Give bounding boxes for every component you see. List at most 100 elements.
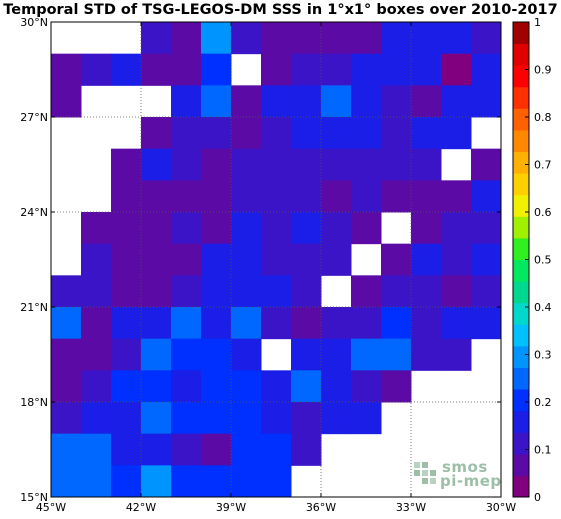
heatmap-cell: [81, 370, 112, 403]
heatmap-cell: [411, 275, 442, 308]
heatmap-cell: [381, 85, 412, 118]
y-tick-label: 15°N: [20, 491, 48, 504]
heatmap-cell: [291, 338, 322, 371]
heatmap-cell: [81, 307, 112, 340]
heatmap-cell: [51, 338, 82, 371]
smos-pi-mep-logo: smos pi-mep: [412, 458, 508, 498]
y-tick-label: 27°N: [20, 111, 48, 124]
heatmap-cell: [111, 53, 142, 86]
heatmap-cell: [231, 307, 262, 340]
heatmap-cell: [321, 243, 352, 276]
heatmap-cell: [261, 402, 292, 435]
heatmap-cell: [471, 275, 502, 308]
heatmap-cell: [231, 212, 262, 245]
heatmap-cell: [471, 22, 502, 55]
heatmap-cell: [231, 117, 262, 150]
heatmap-cell: [351, 338, 382, 371]
colorbar-tick-label: 0.2: [534, 396, 552, 409]
colorbar-segment: [513, 216, 529, 239]
colorbar-tick-label: 0.4: [534, 301, 552, 314]
heatmap-cell: [321, 148, 352, 181]
heatmap-cell: [201, 338, 232, 371]
heatmap-cell: [291, 307, 322, 340]
heatmap-cell: [471, 307, 502, 340]
colorbar-tick-label: 0.3: [534, 349, 552, 362]
heatmap-cell: [51, 53, 82, 86]
heatmap-cell: [441, 180, 472, 213]
heatmap-cell: [351, 117, 382, 150]
heatmap-cell: [471, 53, 502, 86]
heatmap-cell: [111, 243, 142, 276]
colorbar-segment: [513, 108, 529, 131]
heatmap-cell: [171, 402, 202, 435]
colorbar-segment: [513, 65, 529, 88]
heatmap-cell: [201, 148, 232, 181]
heatmap-cell: [231, 402, 262, 435]
heatmap-cell: [441, 307, 472, 340]
heatmap-cell: [171, 433, 202, 466]
heatmap-cell: [171, 465, 202, 498]
heatmap-cell: [171, 307, 202, 340]
heatmap-cell: [171, 22, 202, 55]
colorbar-segment: [513, 281, 529, 304]
heatmap-cell: [51, 433, 82, 466]
heatmap-cell: [381, 370, 412, 403]
heatmap-cell: [81, 275, 112, 308]
chart-title: Temporal STD of TSG-LEGOS-DM SSS in 1°x1…: [3, 2, 558, 18]
heatmap-cell: [81, 433, 112, 466]
heatmap-cell: [441, 117, 472, 150]
heatmap-cell: [261, 53, 292, 86]
heatmap-cell: [411, 180, 442, 213]
colorbar-segment: [513, 86, 529, 109]
plot-frame: [50, 21, 502, 498]
heatmap-cell: [141, 180, 172, 213]
heatmap-cell: [261, 180, 292, 213]
colorbar-tick-label: 0: [534, 491, 541, 504]
heatmap-cell: [171, 85, 202, 118]
heatmap-cell: [141, 243, 172, 276]
heatmap-cell: [411, 85, 442, 118]
heatmap-cell: [81, 338, 112, 371]
heatmap-cell: [351, 180, 382, 213]
x-tick-label: 30°W: [486, 501, 516, 514]
colorbar-segment: [513, 389, 529, 412]
heatmap-cell: [411, 22, 442, 55]
heatmap-cell: [381, 275, 412, 308]
heatmap-cell: [171, 212, 202, 245]
x-axis-ticks: 45°W 42°W 39°W 36°W 33°W 30°W: [36, 22, 516, 514]
heatmap-cell: [291, 402, 322, 435]
colorbar-segment: [513, 345, 529, 368]
heatmap-cell: [51, 275, 82, 308]
heatmap-cell: [351, 212, 382, 245]
heatmap-cell: [291, 243, 322, 276]
heatmap-cell: [201, 85, 232, 118]
heatmap-cell: [261, 370, 292, 403]
colorbar-segment: [513, 432, 529, 455]
heatmap-cell: [231, 370, 262, 403]
y-tick-label: 30°N: [20, 16, 48, 29]
heatmap-cells: [51, 22, 502, 498]
heatmap-cell: [321, 370, 352, 403]
x-tick-label: 33°W: [396, 501, 426, 514]
heatmap-cell: [441, 338, 472, 371]
colorbar-segment: [513, 475, 529, 498]
heatmap-cell: [291, 85, 322, 118]
heatmap-cell: [201, 243, 232, 276]
x-tick-label: 36°W: [306, 501, 336, 514]
heatmap-cell: [441, 275, 472, 308]
heatmap-cell: [411, 212, 442, 245]
heatmap-cell: [81, 465, 112, 498]
heatmap-cell: [441, 212, 472, 245]
heatmap-cell: [141, 307, 172, 340]
heatmap-cell: [51, 370, 82, 403]
colorbar-tick-label: 0.5: [534, 254, 552, 267]
heatmap-cell: [111, 275, 142, 308]
heatmap-cell: [321, 22, 352, 55]
colorbar-segment: [513, 367, 529, 390]
y-tick-label: 21°N: [20, 301, 48, 314]
logo-line-1: smos: [442, 458, 488, 476]
heatmap-cell: [351, 275, 382, 308]
colorbar-tick-label: 0.7: [534, 159, 552, 172]
heatmap-cell: [171, 243, 202, 276]
